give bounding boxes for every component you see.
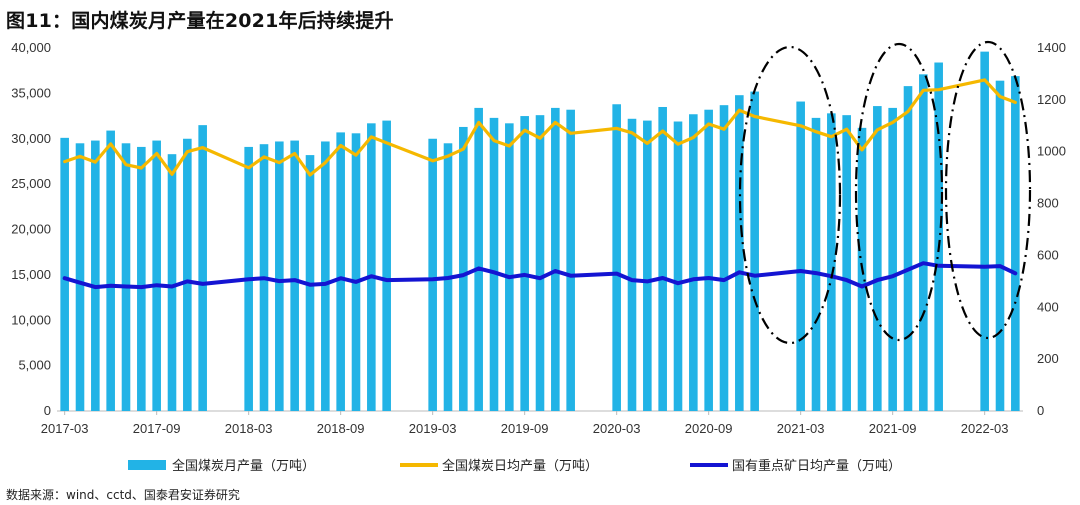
x-tick-label: 2018-09: [317, 421, 365, 436]
bar: [367, 123, 376, 411]
bar: [183, 138, 192, 411]
y-right-tick-label: 0: [1037, 403, 1044, 418]
x-tick-label: 2020-03: [593, 421, 641, 436]
y-right-tick-label: 1400: [1037, 40, 1066, 55]
bar: [704, 109, 713, 412]
y-left-tick-label: 0: [44, 403, 51, 418]
bar: [75, 143, 85, 412]
bar: [811, 117, 821, 411]
bar: [60, 137, 69, 411]
bar: [459, 126, 468, 411]
bar: [474, 107, 483, 412]
bar: [167, 154, 177, 411]
y-right-tick-label: 1000: [1037, 144, 1066, 159]
chart-title: 图11：国内煤炭月产量在2021年后持续提升: [6, 10, 394, 32]
y-left-tick-label: 20,000: [11, 222, 51, 237]
bar: [842, 115, 851, 411]
bar: [735, 95, 744, 411]
x-tick-label: 2022-03: [961, 421, 1009, 436]
annotation-ellipse: [738, 45, 842, 345]
legend-label: 全国煤炭日均产量（万吨）: [442, 458, 598, 474]
bar: [719, 105, 729, 412]
bar: [827, 113, 836, 411]
bar: [919, 74, 928, 411]
bar: [566, 109, 575, 412]
legend-label: 全国煤炭月产量（万吨）: [172, 458, 315, 474]
x-tick-label: 2017-09: [133, 421, 181, 436]
x-tick-label: 2021-03: [777, 421, 825, 436]
series-line-state-daily: [62, 261, 1018, 290]
annotation-ellipses: [738, 40, 1032, 345]
bar-series: [60, 51, 1020, 412]
bar: [551, 107, 560, 412]
bar: [903, 86, 913, 412]
y-left-tick-label: 5,000: [18, 358, 51, 373]
y-right-tick-label: 200: [1037, 351, 1059, 366]
bar: [489, 117, 499, 411]
bar: [689, 114, 698, 411]
bar: [91, 140, 100, 411]
bar: [198, 125, 207, 411]
bar: [505, 123, 514, 411]
bar: [934, 62, 943, 412]
bar: [750, 91, 759, 411]
bar: [995, 80, 1005, 412]
bar: [1011, 76, 1020, 411]
bar: [873, 106, 882, 411]
annotation-ellipse: [854, 42, 944, 342]
legend-swatch-bar: [128, 460, 166, 470]
line-series: [62, 78, 1018, 290]
y-left-tick-label: 15,000: [11, 267, 51, 282]
bar: [643, 120, 652, 411]
bar: [428, 138, 437, 411]
bar: [673, 121, 683, 411]
bar: [888, 107, 897, 412]
chart: 0 5,000 10,000 15,000 20,000 25,000 30,000 35,0…: [11, 40, 1066, 474]
x-tick-label: 2018-03: [225, 421, 273, 436]
x-tick-label: 2020-09: [685, 421, 733, 436]
axes: 0 5,000 10,000 15,000 20,000 25,000 30,000 35,0…: [11, 40, 1066, 436]
series-line-national-daily: [63, 78, 1017, 177]
y-left-tick-label: 40,000: [11, 40, 51, 55]
bar: [275, 141, 284, 411]
bar: [106, 130, 115, 411]
bar: [796, 101, 805, 411]
y-right-tick-label: 1200: [1037, 92, 1066, 107]
annotation-ellipse: [944, 40, 1032, 340]
y-left-tick-label: 10,000: [11, 312, 51, 327]
bar: [658, 106, 667, 412]
bar: [290, 140, 299, 411]
source-note: 数据来源：wind、cctd、国泰君安证券研究: [6, 488, 240, 502]
bar: [520, 116, 529, 411]
y-left-tick-label: 30,000: [11, 131, 51, 146]
bar: [351, 133, 361, 411]
y-right-tick-label: 400: [1037, 299, 1059, 314]
x-tick-label: 2019-09: [501, 421, 549, 436]
legend-label: 国有重点矿日均产量（万吨）: [732, 458, 901, 474]
bar: [980, 51, 989, 411]
x-tick-label: 2017-03: [41, 421, 89, 436]
bar: [336, 132, 345, 411]
bar: [535, 115, 545, 411]
x-tick-label: 2019-03: [409, 421, 457, 436]
legend: 全国煤炭月产量（万吨） 全国煤炭日均产量（万吨） 国有重点矿日均产量（万吨）: [128, 458, 901, 474]
y-left-tick-label: 35,000: [11, 85, 51, 100]
bar: [627, 118, 637, 411]
y-right-tick-label: 800: [1037, 196, 1059, 211]
bar: [137, 146, 146, 412]
bar: [612, 104, 621, 411]
bar: [121, 143, 131, 412]
bar: [152, 140, 161, 411]
y-right-tick-label: 600: [1037, 247, 1059, 262]
bar: [382, 120, 391, 411]
bar: [321, 141, 330, 411]
x-tick-label: 2021-09: [869, 421, 917, 436]
y-left-tick-label: 25,000: [11, 176, 51, 191]
